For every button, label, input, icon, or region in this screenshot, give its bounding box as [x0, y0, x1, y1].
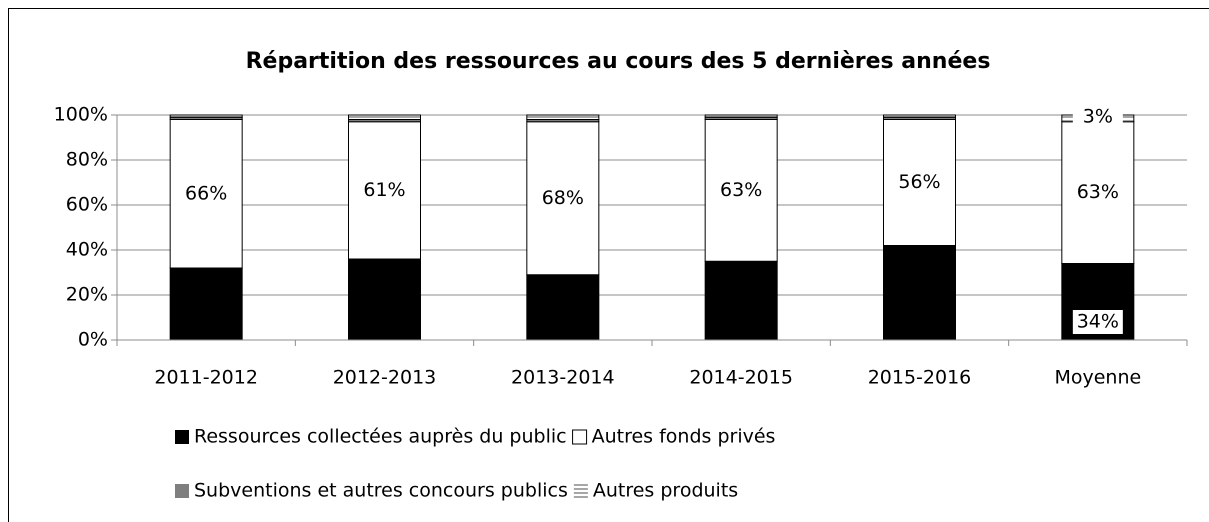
data-label: 34%	[1077, 311, 1119, 333]
bar-segment	[883, 114, 956, 118]
bar-segment	[526, 114, 600, 120]
bar-segment	[348, 258, 421, 341]
legend-swatch	[573, 484, 588, 498]
label-bg	[1072, 310, 1123, 334]
x-tick-label: Moyenne	[1054, 367, 1141, 389]
x-tick-label: 2013-2014	[511, 367, 615, 389]
x-tick-label: 2012-2013	[333, 367, 437, 389]
bar-segment	[169, 267, 243, 341]
legend-swatch	[175, 430, 189, 444]
bar-segment	[704, 119, 778, 262]
data-label: 66%	[185, 182, 227, 204]
bar-segment	[704, 260, 778, 341]
data-label: 61%	[363, 179, 405, 201]
bar-segment	[883, 245, 956, 341]
y-tick-label: 0%	[78, 329, 108, 351]
bar-segment	[883, 119, 956, 246]
x-tick-label: 2011-2012	[154, 367, 258, 389]
y-tick-label: 80%	[66, 149, 108, 171]
legend-label: Subventions et autres concours publics	[194, 480, 568, 502]
bar-segment	[1061, 121, 1135, 264]
legend-label: Ressources collectées auprès du public	[194, 426, 567, 448]
legend-swatch	[572, 429, 588, 445]
y-tick-label: 60%	[66, 194, 108, 216]
legend-label: Autres produits	[593, 480, 738, 502]
bar-segment	[348, 114, 421, 120]
bar-segment	[169, 114, 243, 118]
bar-segment	[704, 114, 778, 118]
y-tick-label: 20%	[66, 284, 108, 306]
data-label: 68%	[542, 187, 584, 209]
data-label: 63%	[720, 179, 762, 201]
x-tick-label: 2014-2015	[689, 367, 793, 389]
y-tick-label: 100%	[54, 104, 108, 126]
data-label: 63%	[1077, 181, 1119, 203]
y-tick-label: 40%	[66, 239, 108, 261]
label-bg	[1072, 105, 1123, 129]
legend-label: Autres fonds privés	[592, 426, 776, 448]
chart-frame	[8, 8, 1209, 522]
legend-swatch	[175, 484, 189, 498]
bar-segment	[526, 274, 600, 341]
chart-title: Répartition des ressources au cours des …	[246, 49, 991, 74]
data-label: 3%	[1083, 106, 1113, 128]
data-label: 56%	[898, 171, 940, 193]
x-tick-label: 2015-2016	[868, 367, 972, 389]
